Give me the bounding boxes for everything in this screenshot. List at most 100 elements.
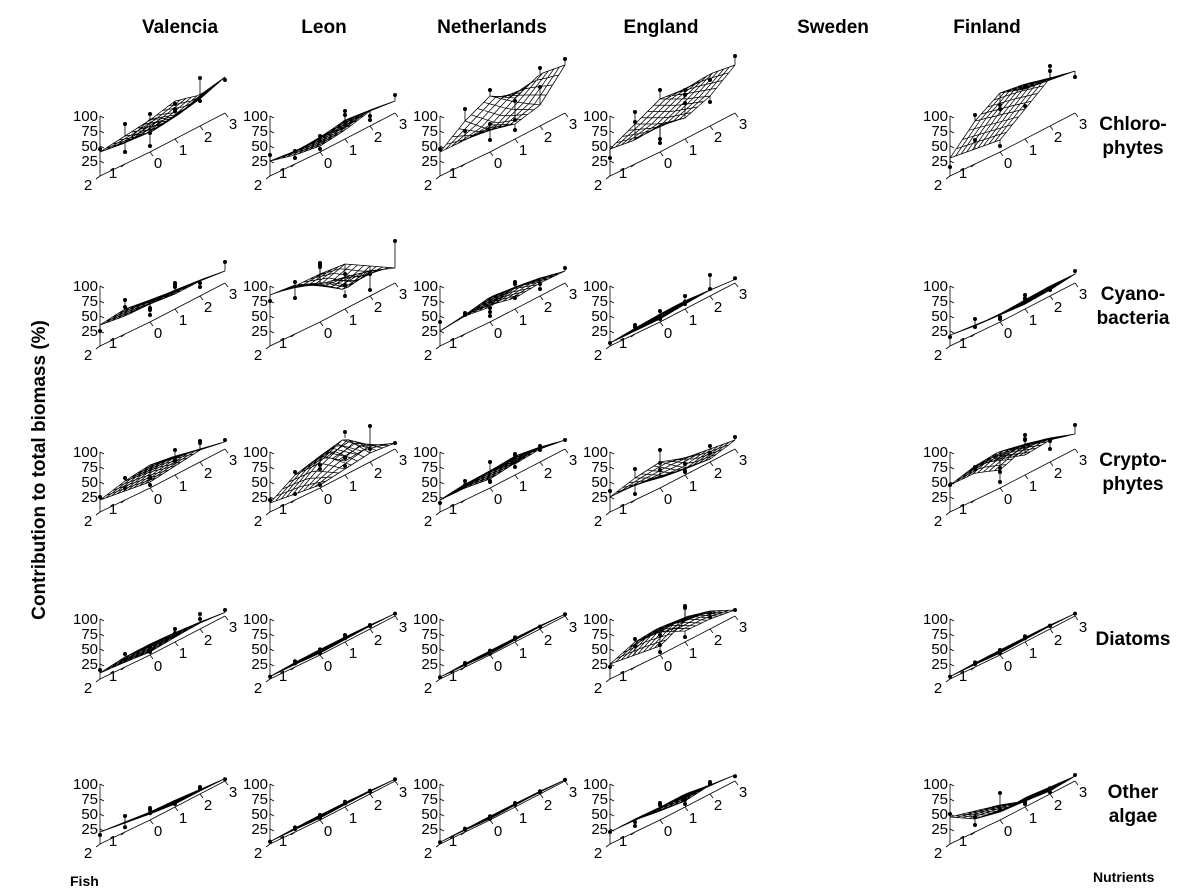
nutrients-tick-mark <box>344 641 349 647</box>
nutrients-tick-mark <box>684 308 689 314</box>
data-point <box>633 110 637 114</box>
data-point <box>438 147 442 151</box>
z-tick-mark <box>269 633 275 637</box>
nutrients-tick-label: 1 <box>349 810 357 827</box>
z-tick-mark <box>949 145 955 149</box>
fish-tick-label: 2 <box>594 177 602 194</box>
data-point <box>223 777 227 782</box>
nutrients-tick-mark <box>659 654 664 660</box>
data-point <box>368 272 372 276</box>
z-tick-label: 50 <box>931 641 948 658</box>
nutrients-tick-mark <box>199 628 204 634</box>
fish-tick-mark <box>945 175 951 180</box>
data-point <box>123 476 127 480</box>
fish-tick-mark <box>95 511 101 516</box>
nutrients-tick-mark <box>394 282 399 288</box>
fish-tick-mark <box>605 345 611 350</box>
data-point <box>148 649 152 653</box>
nutrients-tick-label: 0 <box>154 491 162 508</box>
nutrients-tick-label: 0 <box>324 491 332 508</box>
fish-tick-label: 2 <box>424 347 432 364</box>
z-tick-label: 100 <box>73 611 98 628</box>
data-point <box>343 109 347 113</box>
fish-tick-label: 1 <box>279 335 287 352</box>
nutrients-tick-label: 3 <box>739 452 747 469</box>
data-point <box>488 88 492 92</box>
data-point <box>198 99 202 103</box>
nutrients-tick-label: 1 <box>689 645 697 662</box>
data-point <box>123 825 127 830</box>
z-tick-label: 100 <box>923 108 948 125</box>
fish-tick-label: 1 <box>279 165 287 182</box>
z-tick-label: 25 <box>931 821 948 838</box>
nutrients-tick-mark <box>709 628 714 634</box>
data-point <box>148 306 152 310</box>
z-tick-mark <box>949 618 955 622</box>
data-point <box>998 466 1002 470</box>
nutrients-tick-label: 2 <box>714 465 722 482</box>
nutrients-tick-mark <box>999 321 1004 327</box>
z-tick-label: 75 <box>931 459 948 476</box>
fish-tick-mark <box>605 843 611 848</box>
z-tick-mark <box>609 115 615 119</box>
nutrients-tick-mark <box>489 487 494 493</box>
z-tick-mark <box>609 798 615 802</box>
nutrients-tick-label: 2 <box>714 299 722 316</box>
fish-tick-label: 2 <box>934 845 942 862</box>
z-tick-mark <box>269 828 275 832</box>
nutrients-tick-mark <box>539 793 544 799</box>
nutrients-axis <box>319 780 396 821</box>
z-tick-mark <box>609 813 615 817</box>
data-point <box>1073 423 1077 427</box>
data-point <box>488 306 492 310</box>
z-tick-label: 75 <box>81 791 98 808</box>
nutrients-tick-label: 1 <box>689 478 697 495</box>
z-tick-mark <box>439 481 445 485</box>
nutrients-tick-label: 2 <box>204 129 212 146</box>
fish-tick-mark <box>290 333 296 338</box>
fish-tick-mark <box>945 345 951 350</box>
fish-tick-label: 1 <box>959 833 967 850</box>
nutrients-tick-mark <box>174 641 179 647</box>
z-tick-label: 100 <box>73 108 98 125</box>
z-tick-label: 50 <box>591 138 608 155</box>
data-point <box>343 272 347 276</box>
z-tick-mark <box>269 481 275 485</box>
data-point <box>488 460 492 464</box>
z-tick-mark <box>99 115 105 119</box>
z-tick-mark <box>99 798 105 802</box>
z-tick-mark <box>439 315 445 319</box>
data-point <box>148 475 152 479</box>
data-point <box>368 424 372 428</box>
data-point <box>318 813 322 817</box>
z-tick-label: 100 <box>583 108 608 125</box>
z-tick-label: 25 <box>251 323 268 340</box>
data-point <box>223 78 227 82</box>
nutrients-tick-label: 2 <box>544 632 552 649</box>
fish-tick-label: 1 <box>109 335 117 352</box>
z-tick-label: 75 <box>591 626 608 643</box>
data-point <box>708 78 712 82</box>
data-point <box>973 325 977 329</box>
z-tick-mark <box>99 300 105 304</box>
data-point <box>368 623 372 627</box>
data-point <box>393 239 397 243</box>
data-point <box>343 294 347 298</box>
data-point <box>438 675 442 680</box>
z-tick-label: 50 <box>421 138 438 155</box>
fish-tick-mark <box>970 666 976 671</box>
nutrients-tick-label: 0 <box>664 823 672 840</box>
data-point <box>1048 69 1052 73</box>
data-point <box>393 441 397 445</box>
nutrients-tick-mark <box>564 448 569 454</box>
nutrients-tick-mark <box>734 780 739 786</box>
nutrients-axis <box>999 112 1076 153</box>
data-point <box>633 325 637 329</box>
nutrients-tick-label: 3 <box>399 452 407 469</box>
nutrients-axis <box>999 615 1076 656</box>
